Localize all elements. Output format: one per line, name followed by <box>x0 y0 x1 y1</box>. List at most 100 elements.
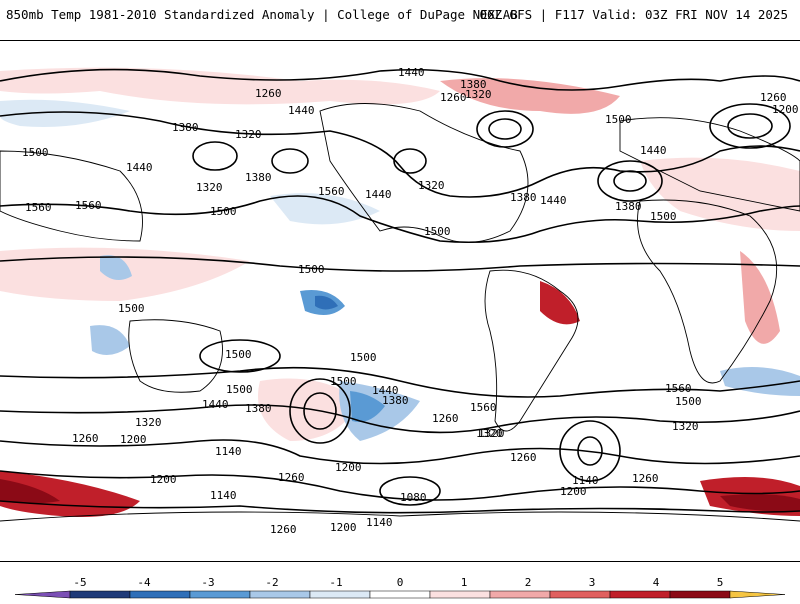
colorbar-tick-label: 1 <box>461 576 468 589</box>
contour-label: 1500 <box>350 351 377 364</box>
contour-label: 1560 <box>25 201 52 214</box>
contour-line <box>0 439 800 465</box>
colorbar-segment <box>609 590 671 599</box>
contour-closed-low <box>613 170 647 192</box>
contour-closed-low <box>577 436 603 466</box>
contour-label: 1320 <box>478 427 505 440</box>
contour-label: 1500 <box>650 210 677 223</box>
colorbar-segment <box>69 590 131 599</box>
south-america-outline <box>484 269 579 432</box>
contour-label: 1260 <box>255 87 282 100</box>
contour-label: 1500 <box>298 263 325 276</box>
contour-label: 1380 <box>382 394 409 407</box>
cold-anomaly <box>350 391 385 422</box>
contour-label: 1560 <box>665 382 692 395</box>
colorbar: -5 -4 -3 -2 -1 0 1 2 3 4 5 <box>0 560 800 600</box>
colorbar-segment <box>669 590 731 599</box>
contour-label: 1500 <box>675 395 702 408</box>
contour-label: 1200 <box>120 433 147 446</box>
contour-label: 1440 <box>126 161 153 174</box>
colorbar-segment <box>129 590 191 599</box>
colorbar-tick-label: 5 <box>717 576 724 589</box>
warm-anomaly <box>640 157 800 231</box>
cold-anomaly <box>270 193 380 225</box>
cold-anomaly <box>0 99 130 127</box>
contour-line <box>0 470 800 501</box>
contour-label: 1560 <box>318 185 345 198</box>
contour-label: 1380 <box>245 402 272 415</box>
anomaly-shading <box>0 67 800 517</box>
contour-label: 1260 <box>72 432 99 445</box>
colorbar-tick-label: 4 <box>653 576 660 589</box>
contour-label: 1080 <box>400 491 427 504</box>
contour-label: 1440 <box>202 398 229 411</box>
contour-label: 1320 <box>476 427 503 440</box>
contour-label: 1440 <box>365 188 392 201</box>
contour-label: 1260 <box>278 471 305 484</box>
australia-outline <box>128 319 223 393</box>
contour-label: 1200 <box>335 461 362 474</box>
contour-label: 1260 <box>632 472 659 485</box>
contour-label: 1500 <box>330 375 357 388</box>
contour-line <box>0 68 800 91</box>
contour-closed-low <box>727 113 773 139</box>
contour-closed-low <box>199 339 281 373</box>
contour-labels: 1440 1380 1320 1260 1440 1380 1320 1260 … <box>22 66 799 536</box>
cold-anomaly <box>90 325 130 355</box>
contour-closed-low <box>559 420 621 482</box>
contour-label: 1380 <box>172 121 199 134</box>
warm-anomaly <box>0 471 140 517</box>
contour-label: 1200 <box>330 521 357 534</box>
colorbar-segment <box>189 590 251 599</box>
contour-label: 1500 <box>424 225 451 238</box>
cold-anomaly <box>100 255 132 280</box>
contour-line <box>0 111 800 198</box>
contour-line <box>0 404 800 434</box>
warm-anomaly <box>440 78 620 114</box>
colorbar-segment <box>369 590 431 599</box>
contour-label: 1320 <box>418 179 445 192</box>
contour-line <box>0 366 800 398</box>
warm-anomaly <box>720 494 800 512</box>
contour-label: 1260 <box>432 412 459 425</box>
contour-label: 1260 <box>510 451 537 464</box>
contour-closed-low <box>709 103 791 149</box>
contour-label: 1140 <box>215 445 242 458</box>
contour-label: 1440 <box>640 144 667 157</box>
contour-label: 1260 <box>270 523 297 536</box>
colorbar-tick-label: -4 <box>137 576 151 589</box>
warm-anomaly <box>740 251 780 344</box>
colorbar-tick-label: -2 <box>265 576 278 589</box>
cold-anomaly <box>315 295 338 310</box>
contour-label: 1320 <box>672 420 699 433</box>
colorbar-segment <box>489 590 551 599</box>
colorbar-tick-label: -1 <box>329 576 342 589</box>
contour-closed-low <box>476 110 534 148</box>
contour-closed-low <box>488 118 522 140</box>
contour-closed-low <box>393 148 427 174</box>
contour-label: 1440 <box>288 104 315 117</box>
contour-label: 1560 <box>75 199 102 212</box>
contour-closed-low <box>192 141 238 171</box>
warm-anomaly <box>0 479 60 504</box>
contour-label: 1500 <box>605 113 632 126</box>
contour-label: 1440 <box>540 194 567 207</box>
contour-closed-low <box>271 148 309 174</box>
contour-label: 1200 <box>560 485 587 498</box>
contour-label: 1500 <box>210 205 237 218</box>
colorbar-segment <box>309 590 371 599</box>
contour-label: 1380 <box>460 78 487 91</box>
contour-line <box>0 195 800 244</box>
contour-label: 1500 <box>22 146 49 159</box>
contour-line <box>0 256 800 272</box>
contour-label: 1560 <box>470 401 497 414</box>
contour-label: 1380 <box>615 200 642 213</box>
contour-label: 1200 <box>772 103 799 116</box>
contour-label: 1500 <box>226 383 253 396</box>
map-canvas: 1440 1380 1320 1260 1440 1380 1320 1260 … <box>0 66 800 536</box>
colorbar-max-arrow <box>729 590 786 599</box>
colorbar-tick-label: -5 <box>73 576 86 589</box>
colorbar-segment <box>249 590 311 599</box>
colorbar-tick-label: -3 <box>201 576 214 589</box>
contour-label: 1380 <box>510 191 537 204</box>
